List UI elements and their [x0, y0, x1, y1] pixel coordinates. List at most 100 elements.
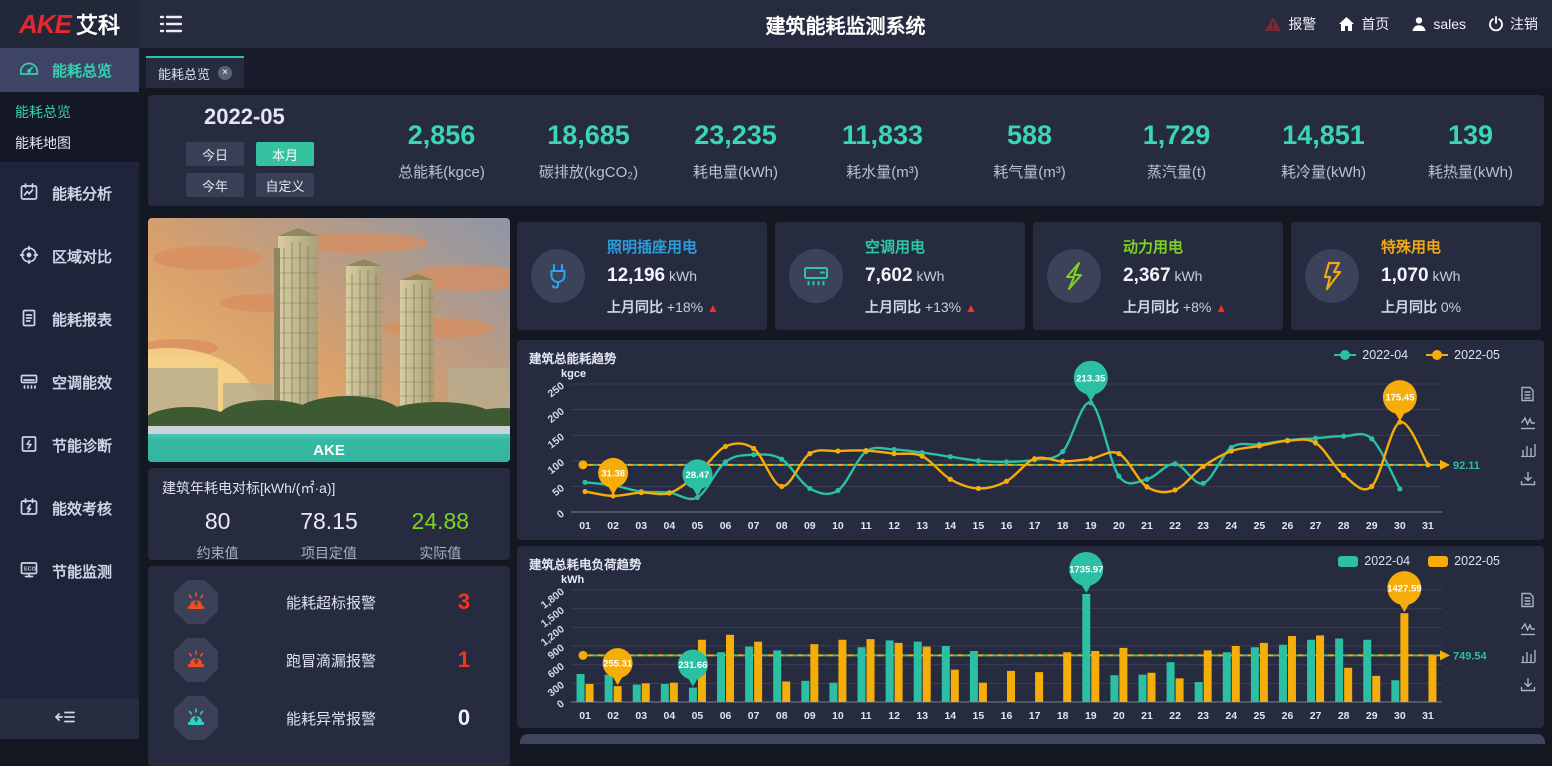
svg-text:10: 10	[832, 520, 844, 532]
legend-item-2022-05[interactable]: 2022-05	[1428, 554, 1500, 568]
sidebar-collapse-button[interactable]	[0, 699, 139, 739]
tab-energy-overview[interactable]: 能耗总览 ×	[146, 56, 245, 88]
svg-text:300: 300	[546, 679, 567, 699]
download-icon[interactable]	[1520, 471, 1536, 486]
svg-text:100: 100	[546, 457, 567, 477]
home-button[interactable]: 首页	[1338, 14, 1389, 34]
data-view-icon[interactable]	[1520, 592, 1535, 608]
submenu-item-energy-map[interactable]: 能耗地图	[0, 127, 139, 158]
period-button-custom[interactable]: 自定义	[256, 173, 314, 197]
svg-text:25: 25	[1254, 520, 1266, 532]
svg-text:26: 26	[1282, 710, 1294, 722]
svg-text:14: 14	[944, 520, 956, 532]
svg-text:200: 200	[546, 405, 567, 425]
card-power[interactable]: 动力用电 2,367 kWh 上月同比 +8% ▲	[1033, 222, 1283, 330]
stat-steam: 1,729 蒸汽量(t)	[1103, 120, 1250, 182]
card-special[interactable]: 特殊用电 1,070 kWh 上月同比 0%	[1291, 222, 1541, 330]
user-menu[interactable]: sales	[1411, 16, 1466, 32]
svg-text:16: 16	[1001, 520, 1013, 532]
sidebar-item-label: 节能监测	[52, 564, 113, 581]
line-chart-toggle-icon[interactable]	[1520, 415, 1536, 430]
sidebar-item-energy-saving-monitor[interactable]: ECO 节能监测	[0, 540, 139, 603]
alarm-count: 3	[457, 589, 471, 614]
compare-value: 0%	[1440, 298, 1462, 315]
alarm-count: 0	[457, 705, 471, 730]
period-button-this-month[interactable]: 本月	[256, 142, 314, 166]
svg-text:21: 21	[1141, 710, 1153, 722]
benchmark-label: 项目定值	[300, 545, 357, 561]
alarm-button[interactable]: 报警	[1264, 14, 1316, 34]
period-button-today[interactable]: 今日	[186, 142, 244, 166]
alarm-label: 能耗异常报警	[285, 710, 376, 728]
sidebar-item-label: 空调能效	[52, 375, 113, 392]
stat-label: 碳排放(kgCO₂)	[538, 163, 639, 181]
alarm-row-leakage[interactable]: 跑冒滴漏报警 1	[174, 638, 484, 682]
app-logo[interactable]: AKE 艾科	[0, 0, 139, 48]
svg-text:kgce: kgce	[561, 368, 586, 380]
energy-trend-chart-panel: 建筑总能耗趋势 2022-04 2022-05 0 50 100 150 200 250 k…	[517, 340, 1544, 540]
sidebar-item-energy-saving-diagnosis[interactable]: 节能诊断	[0, 414, 139, 477]
svg-text:31: 31	[1422, 710, 1434, 722]
compare-value: +18%	[666, 298, 704, 315]
collapse-icon	[54, 708, 77, 731]
download-icon[interactable]	[1520, 677, 1536, 692]
line-chart[interactable]: 0 50 100 150 200 250 kgce 01 02 03 04 05 06 07 08 09 10 1…	[523, 360, 1508, 539]
card-lighting-socket[interactable]: 照明插座用电 12,196 kWh 上月同比 +18% ▲	[517, 222, 767, 330]
line-chart-toggle-icon[interactable]	[1520, 621, 1536, 636]
stat-water: 11,833 耗水量(m³)	[809, 120, 956, 182]
svg-text:19: 19	[1085, 520, 1097, 532]
alarm-label: 能耗超标报警	[285, 594, 376, 612]
sidebar-item-region-compare[interactable]: 区域对比	[0, 225, 139, 288]
sidebar-item-energy-report[interactable]: 能耗报表	[0, 288, 139, 351]
chart-legend: 2022-04 2022-05	[1338, 554, 1500, 568]
username: sales	[1433, 16, 1466, 32]
card-hvac[interactable]: 空调用电 7,602 kWh 上月同比 +13% ▲	[775, 222, 1025, 330]
period-button-this-year[interactable]: 今年	[186, 173, 244, 197]
hamburger-menu-icon[interactable]	[158, 12, 184, 36]
svg-text:11: 11	[860, 520, 871, 532]
benchmark-title: 建筑年耗电对标[kWh/(㎡·a)]	[162, 480, 336, 496]
alarm-row-over-limit[interactable]: 能耗超标报警 3	[174, 580, 484, 624]
svg-text:02: 02	[607, 520, 619, 532]
svg-text:250: 250	[546, 380, 567, 400]
svg-text:29: 29	[1366, 520, 1378, 532]
legend-item-2022-04[interactable]: 2022-04	[1338, 554, 1410, 568]
bar-chart[interactable]: 0 300 600 900 1,200 1,500 1,800 kWh 01 02 03 04 05 06…	[523, 551, 1508, 729]
svg-text:25: 25	[1254, 710, 1266, 722]
siren-icon	[174, 638, 218, 682]
sidebar-item-energy-overview[interactable]: 能耗总览	[0, 48, 139, 92]
tab-close-icon[interactable]: ×	[218, 66, 233, 80]
svg-text:20: 20	[1113, 520, 1125, 532]
legend-item-2022-05[interactable]: 2022-05	[1426, 348, 1500, 362]
bar-chart-toggle-icon[interactable]	[1520, 649, 1536, 664]
legend-rect-marker	[1428, 555, 1449, 567]
logout-button[interactable]: 注销	[1488, 14, 1538, 34]
stat-label: 总能耗(kgce)	[398, 163, 485, 181]
sidebar-item-hvac-efficiency[interactable]: 空调能效	[0, 351, 139, 414]
svg-text:06: 06	[720, 520, 732, 532]
chart-legend: 2022-04 2022-05	[1334, 348, 1500, 362]
svg-text:13: 13	[916, 710, 928, 722]
sidebar-item-energy-analysis[interactable]: 能耗分析	[0, 162, 139, 225]
legend-item-2022-04[interactable]: 2022-04	[1334, 348, 1408, 362]
trend-up-icon: ▲	[964, 300, 977, 315]
alarm-row-abnormal[interactable]: 能耗异常报警 0	[174, 696, 484, 740]
siren-icon	[174, 696, 218, 740]
svg-text:17: 17	[1029, 520, 1041, 532]
svg-text:1,800: 1,800	[539, 586, 567, 612]
data-view-icon[interactable]	[1520, 386, 1535, 402]
stat-label: 耗冷量(kWh)	[1281, 163, 1366, 181]
submenu-item-energy-overview[interactable]: 能耗总览	[0, 96, 139, 127]
svg-text:ECO: ECO	[24, 566, 37, 572]
svg-text:18: 18	[1057, 710, 1069, 722]
bar-chart-toggle-icon[interactable]	[1520, 443, 1536, 458]
air-conditioner-icon	[18, 371, 40, 395]
benchmark-panel: 建筑年耗电对标[kWh/(㎡·a)] 80 约束值 78.15 项目定值 24.…	[148, 468, 510, 561]
sidebar-item-efficiency-assessment[interactable]: 能效考核	[0, 477, 139, 540]
svg-text:255.31: 255.31	[603, 659, 633, 670]
building-photo: AKE	[148, 218, 510, 462]
alarm-summary-panel: 能耗超标报警 3 跑冒滴漏报警 1 能耗异常报警 0	[148, 566, 510, 766]
logout-button-label: 注销	[1510, 16, 1538, 32]
stat-value: 1,729	[1142, 119, 1211, 150]
svg-text:31.38: 31.38	[601, 468, 625, 479]
